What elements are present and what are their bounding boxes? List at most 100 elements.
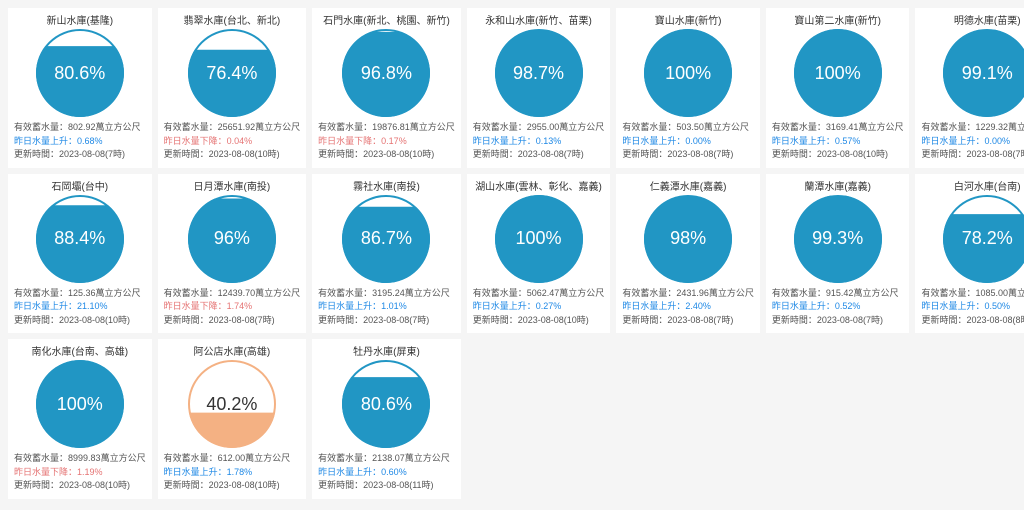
capacity-line: 有效蓄水量：3195.24萬立方公尺 <box>318 287 455 301</box>
capacity-line: 有效蓄水量：2431.96萬立方公尺 <box>622 287 754 301</box>
reservoir-info: 有效蓄水量：5062.47萬立方公尺 昨日水量上升：0.27% 更新時間：202… <box>473 287 605 328</box>
water-gauge: 40.2% <box>188 360 276 448</box>
updated-line: 更新時間：2023-08-08(7時) <box>622 148 754 162</box>
change-line: 昨日水量上升：0.52% <box>772 300 904 314</box>
reservoir-info: 有效蓄水量：8999.83萬立方公尺 昨日水量下降：1.19% 更新時間：202… <box>14 452 146 493</box>
change-line: 昨日水量下降：0.17% <box>318 135 455 149</box>
updated-line: 更新時間：2023-08-08(7時) <box>14 148 146 162</box>
reservoir-title: 翡翠水庫(台北、新北) <box>184 12 281 27</box>
water-gauge: 80.6% <box>342 360 430 448</box>
change-line: 昨日水量下降：1.19% <box>14 466 146 480</box>
updated-line: 更新時間：2023-08-08(10時) <box>318 148 455 162</box>
updated-line: 更新時間：2023-08-08(7時) <box>622 314 754 328</box>
updated-line: 更新時間：2023-08-08(11時) <box>318 479 455 493</box>
water-gauge: 80.6% <box>36 29 124 117</box>
gauge-percentage: 99.3% <box>794 195 882 283</box>
updated-line: 更新時間：2023-08-08(7時) <box>921 148 1024 162</box>
capacity-line: 有效蓄水量：8999.83萬立方公尺 <box>14 452 146 466</box>
water-gauge: 78.2% <box>943 195 1024 283</box>
reservoir-card: 石岡壩(台中) 88.4% 有效蓄水量：125.36萬立方公尺 昨日水量上升：2… <box>8 174 152 334</box>
reservoir-info: 有效蓄水量：12439.70萬立方公尺 昨日水量下降：1.74% 更新時間：20… <box>164 287 301 328</box>
reservoir-card: 蘭潭水庫(嘉義) 99.3% 有效蓄水量：915.42萬立方公尺 昨日水量上升：… <box>766 174 910 334</box>
change-line: 昨日水量上升：0.00% <box>921 135 1024 149</box>
capacity-line: 有效蓄水量：802.92萬立方公尺 <box>14 121 146 135</box>
reservoir-card: 新山水庫(基隆) 80.6% 有效蓄水量：802.92萬立方公尺 昨日水量上升：… <box>8 8 152 168</box>
reservoir-card: 日月潭水庫(南投) 96% 有效蓄水量：12439.70萬立方公尺 昨日水量下降… <box>158 174 307 334</box>
change-line: 昨日水量上升：1.01% <box>318 300 455 314</box>
change-line: 昨日水量下降：0.04% <box>164 135 301 149</box>
updated-line: 更新時間：2023-08-08(10時) <box>164 479 301 493</box>
gauge-percentage: 86.7% <box>342 195 430 283</box>
gauge-percentage: 40.2% <box>188 360 276 448</box>
reservoir-title: 永和山水庫(新竹、苗栗) <box>485 12 592 27</box>
reservoir-card: 霧社水庫(南投) 86.7% 有效蓄水量：3195.24萬立方公尺 昨日水量上升… <box>312 174 461 334</box>
gauge-percentage: 80.6% <box>36 29 124 117</box>
capacity-line: 有效蓄水量：503.50萬立方公尺 <box>622 121 754 135</box>
reservoir-title: 寶山水庫(新竹) <box>655 12 722 27</box>
updated-line: 更新時間：2023-08-08(10時) <box>14 479 146 493</box>
reservoir-info: 有效蓄水量：1085.00萬立方公尺 昨日水量上升：0.50% 更新時間：202… <box>921 287 1024 328</box>
reservoir-card: 湖山水庫(雲林、彰化、嘉義) 100% 有效蓄水量：5062.47萬立方公尺 昨… <box>467 174 611 334</box>
change-line: 昨日水量上升：0.50% <box>921 300 1024 314</box>
reservoir-title: 石門水庫(新北、桃園、新竹) <box>323 12 450 27</box>
reservoir-title: 明德水庫(苗栗) <box>954 12 1021 27</box>
change-line: 昨日水量上升：0.60% <box>318 466 455 480</box>
capacity-line: 有效蓄水量：19876.81萬立方公尺 <box>318 121 455 135</box>
reservoir-title: 湖山水庫(雲林、彰化、嘉義) <box>475 178 602 193</box>
capacity-line: 有效蓄水量：125.36萬立方公尺 <box>14 287 146 301</box>
gauge-percentage: 100% <box>644 29 732 117</box>
reservoir-info: 有效蓄水量：3169.41萬立方公尺 昨日水量上升：0.57% 更新時間：202… <box>772 121 904 162</box>
change-line: 昨日水量上升：21.10% <box>14 300 146 314</box>
updated-line: 更新時間：2023-08-08(10時) <box>473 314 605 328</box>
reservoir-info: 有效蓄水量：503.50萬立方公尺 昨日水量上升：0.00% 更新時間：2023… <box>622 121 754 162</box>
reservoir-info: 有效蓄水量：1229.32萬立方公尺 昨日水量上升：0.00% 更新時間：202… <box>921 121 1024 162</box>
water-gauge: 100% <box>495 195 583 283</box>
water-gauge: 96.8% <box>342 29 430 117</box>
capacity-line: 有效蓄水量：1085.00萬立方公尺 <box>921 287 1024 301</box>
reservoir-info: 有效蓄水量：19876.81萬立方公尺 昨日水量下降：0.17% 更新時間：20… <box>318 121 455 162</box>
reservoir-info: 有效蓄水量：125.36萬立方公尺 昨日水量上升：21.10% 更新時間：202… <box>14 287 146 328</box>
reservoir-card: 阿公店水庫(高雄) 40.2% 有效蓄水量：612.00萬立方公尺 昨日水量上升… <box>158 339 307 499</box>
updated-line: 更新時間：2023-08-08(7時) <box>318 314 455 328</box>
reservoir-title: 石岡壩(台中) <box>51 178 108 193</box>
reservoir-card: 南化水庫(台南、高雄) 100% 有效蓄水量：8999.83萬立方公尺 昨日水量… <box>8 339 152 499</box>
reservoir-card: 寶山第二水庫(新竹) 100% 有效蓄水量：3169.41萬立方公尺 昨日水量上… <box>766 8 910 168</box>
gauge-percentage: 96% <box>188 195 276 283</box>
change-line: 昨日水量上升：0.68% <box>14 135 146 149</box>
reservoir-grid: 新山水庫(基隆) 80.6% 有效蓄水量：802.92萬立方公尺 昨日水量上升：… <box>8 8 1016 499</box>
capacity-line: 有效蓄水量：1229.32萬立方公尺 <box>921 121 1024 135</box>
reservoir-title: 蘭潭水庫(嘉義) <box>804 178 871 193</box>
capacity-line: 有效蓄水量：2955.00萬立方公尺 <box>473 121 605 135</box>
water-gauge: 88.4% <box>36 195 124 283</box>
gauge-percentage: 88.4% <box>36 195 124 283</box>
updated-line: 更新時間：2023-08-08(7時) <box>772 314 904 328</box>
reservoir-card: 石門水庫(新北、桃園、新竹) 96.8% 有效蓄水量：19876.81萬立方公尺… <box>312 8 461 168</box>
reservoir-title: 白河水庫(台南) <box>954 178 1021 193</box>
reservoir-info: 有效蓄水量：2138.07萬立方公尺 昨日水量上升：0.60% 更新時間：202… <box>318 452 455 493</box>
water-gauge: 76.4% <box>188 29 276 117</box>
change-line: 昨日水量上升：0.13% <box>473 135 605 149</box>
reservoir-info: 有效蓄水量：25651.92萬立方公尺 昨日水量下降：0.04% 更新時間：20… <box>164 121 301 162</box>
capacity-line: 有效蓄水量：25651.92萬立方公尺 <box>164 121 301 135</box>
gauge-percentage: 98.7% <box>495 29 583 117</box>
capacity-line: 有效蓄水量：12439.70萬立方公尺 <box>164 287 301 301</box>
updated-line: 更新時間：2023-08-08(7時) <box>164 314 301 328</box>
capacity-line: 有效蓄水量：5062.47萬立方公尺 <box>473 287 605 301</box>
gauge-percentage: 100% <box>36 360 124 448</box>
gauge-percentage: 99.1% <box>943 29 1024 117</box>
reservoir-card: 明德水庫(苗栗) 99.1% 有效蓄水量：1229.32萬立方公尺 昨日水量上升… <box>915 8 1024 168</box>
updated-line: 更新時間：2023-08-08(10時) <box>14 314 146 328</box>
change-line: 昨日水量上升：2.40% <box>622 300 754 314</box>
water-gauge: 100% <box>36 360 124 448</box>
water-gauge: 99.1% <box>943 29 1024 117</box>
reservoir-title: 阿公店水庫(高雄) <box>194 343 271 358</box>
reservoir-card: 翡翠水庫(台北、新北) 76.4% 有效蓄水量：25651.92萬立方公尺 昨日… <box>158 8 307 168</box>
updated-line: 更新時間：2023-08-08(7時) <box>473 148 605 162</box>
gauge-percentage: 76.4% <box>188 29 276 117</box>
capacity-line: 有效蓄水量：612.00萬立方公尺 <box>164 452 301 466</box>
reservoir-info: 有效蓄水量：802.92萬立方公尺 昨日水量上升：0.68% 更新時間：2023… <box>14 121 146 162</box>
water-gauge: 100% <box>644 29 732 117</box>
water-gauge: 98% <box>644 195 732 283</box>
updated-line: 更新時間：2023-08-08(10時) <box>772 148 904 162</box>
reservoir-title: 新山水庫(基隆) <box>46 12 113 27</box>
